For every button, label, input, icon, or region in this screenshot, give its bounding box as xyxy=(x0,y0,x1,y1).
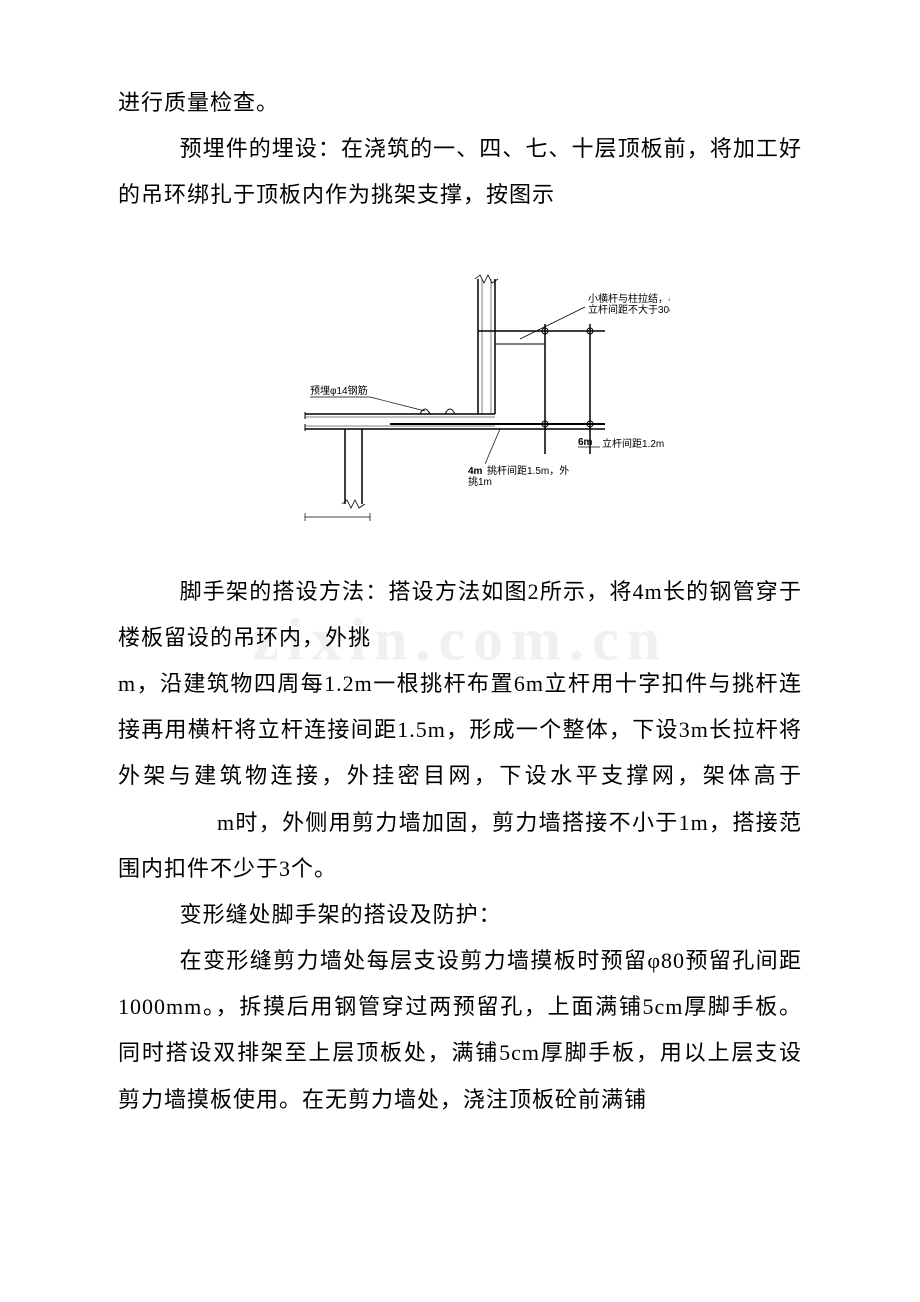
diagram-label-1-line1: 小横杆与柱拉结，与 xyxy=(588,292,670,305)
diagram-label-4-line1: 挑杆间距1.5m，外 xyxy=(487,464,569,477)
diagram-label-1-line2: 立杆间距不大于30cm xyxy=(588,303,670,316)
paragraph-3: 脚手架的搭设方法：搭设方法如图2所示，将4m长的钢管穿于楼板留设的吊环内，外挑 xyxy=(118,569,802,661)
paragraph-5: 变形缝处脚手架的搭设及防护： xyxy=(118,892,802,938)
paragraph-4-prefix: m，沿建筑物四周每1.2m一根挑杆布置6m立杆用十字扣件与挑杆连接再用横杆将立杆… xyxy=(118,671,802,788)
scaffold-diagram: 小横杆与柱拉结，与 立杆间距不大于30cm 预埋φ14钢筋 6m 立杆间距1.2… xyxy=(250,269,670,529)
diagram-label-2: 预埋φ14钢筋 xyxy=(310,384,368,397)
document-page: 进行质量检查。 预埋件的埋设：在浇筑的一、四、七、十层顶板前，将加工好的吊环绑扎… xyxy=(0,0,920,1203)
paragraph-6: 在变形缝剪力墙处每层支设剪力墙摸板时预留φ80预留孔间距1000mm。，拆摸后用… xyxy=(118,938,802,1123)
paragraph-2: 预埋件的埋设：在浇筑的一、四、七、十层顶板前，将加工好的吊环绑扎于顶板内作为挑架… xyxy=(118,126,802,218)
paragraph-4: m，沿建筑物四周每1.2m一根挑杆布置6m立杆用十字扣件与挑杆连接再用横杆将立杆… xyxy=(118,661,802,892)
diagram-label-4-prefix: 4m xyxy=(468,466,483,477)
paragraph-4-suffix: m时，外侧用剪力墙加固，剪力墙搭接不小于1m，搭接范围内扣件不少于3个。 xyxy=(118,810,802,881)
paragraph-1: 进行质量检查。 xyxy=(118,80,802,126)
diagram-svg: 小横杆与柱拉结，与 立杆间距不大于30cm 预埋φ14钢筋 6m 立杆间距1.2… xyxy=(250,269,670,529)
diagram-label-4-line2: 挑1m xyxy=(468,475,492,488)
diagram-label-3-prefix: 6m xyxy=(578,437,593,448)
diagram-label-3-suffix: 立杆间距1.2m xyxy=(602,437,664,450)
